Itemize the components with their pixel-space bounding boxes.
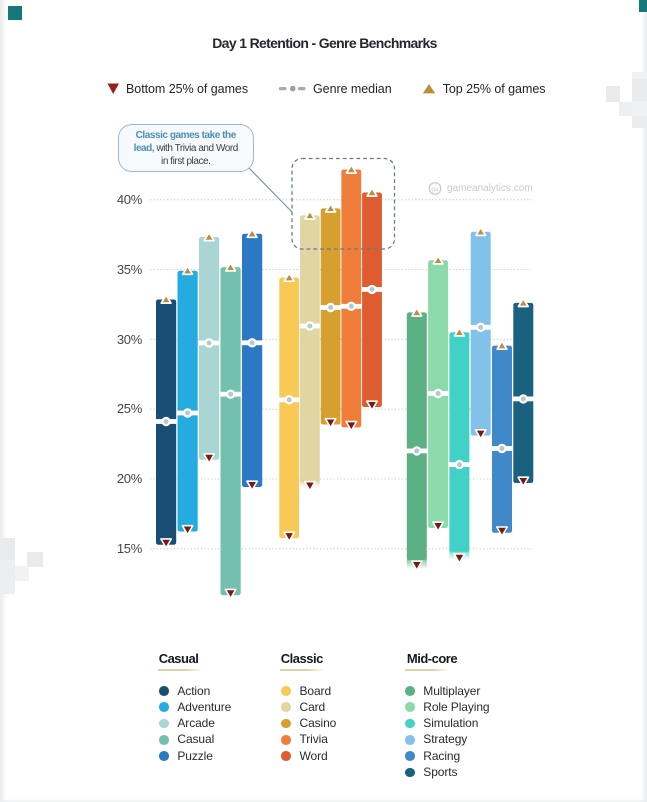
svg-text:ga: ga — [431, 186, 439, 193]
